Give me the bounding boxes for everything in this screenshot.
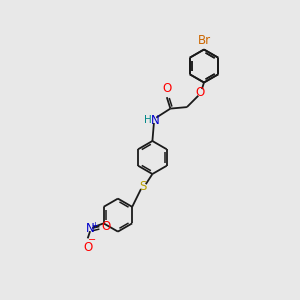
Text: S: S <box>140 180 147 193</box>
Text: Br: Br <box>197 34 211 47</box>
Text: N: N <box>86 222 94 235</box>
Text: O: O <box>83 241 92 254</box>
Text: O: O <box>162 82 171 95</box>
Text: O: O <box>101 220 111 233</box>
Text: H: H <box>144 115 152 125</box>
Text: N: N <box>151 113 160 127</box>
Text: O: O <box>196 85 205 99</box>
Text: −: − <box>88 236 96 245</box>
Text: +: + <box>91 220 98 230</box>
